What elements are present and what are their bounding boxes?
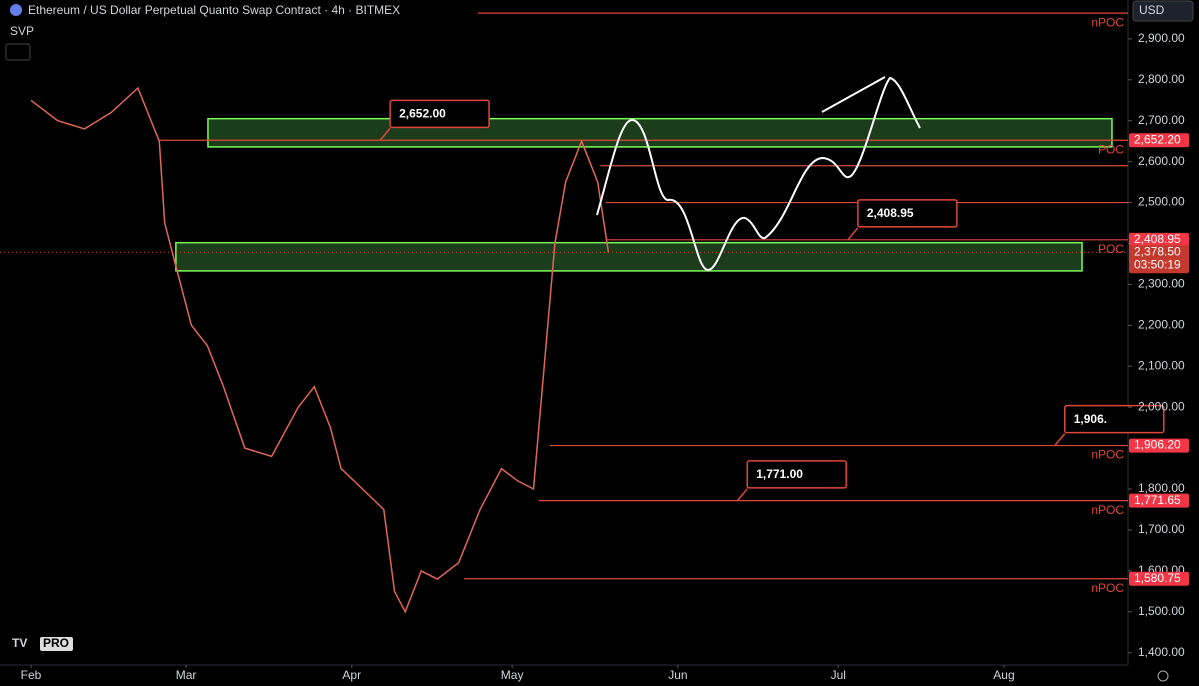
callout-label: 2,408.95 [867,206,914,220]
y-tick-label: 2,600.00 [1138,154,1185,168]
price-tag [1129,245,1189,274]
symbol-title: Ethereum / US Dollar Perpetual Quanto Sw… [28,3,400,17]
price-tag-label: 2,408.95 [1134,232,1181,246]
price-tag [1129,133,1189,148]
callout-pointer [736,488,748,502]
y-tick-label: 2,300.00 [1138,277,1185,291]
price-tag-label: 1,906.20 [1134,438,1181,452]
callout-pointer [847,227,859,241]
price-tag-label: 1,771.65 [1134,493,1181,507]
y-tick-label: 2,000.00 [1138,399,1185,413]
zone [175,241,1083,272]
x-tick-label: Feb [21,668,42,682]
price-tag [1129,571,1189,586]
level-tag: POC [1098,142,1124,156]
y-tick-label: 1,800.00 [1138,481,1185,495]
y-tick-label: 2,700.00 [1138,113,1185,127]
price-tag-label: 2,378.50 [1134,244,1181,258]
price-axis [1128,0,1199,686]
y-tick-label: 2,100.00 [1138,358,1185,372]
callout-box [389,99,490,129]
level-tag: nPOC [1091,581,1124,595]
logo-badge [40,637,73,651]
callout-pointer [379,127,391,141]
y-tick-label: 1,500.00 [1138,604,1185,618]
x-tick-label: Aug [993,668,1014,682]
callout-label: 1,906. [1074,412,1107,426]
y-tick-label: 2,500.00 [1138,195,1185,209]
y-tick-label: 2,800.00 [1138,72,1185,86]
callout-label: 2,652.00 [399,107,446,121]
level-tag: nPOC [1091,503,1124,517]
countdown: 03:50:19 [1134,257,1181,271]
price-tag-label: 2,652.20 [1134,132,1181,146]
level-tag: POC [1098,242,1124,256]
projection-drawing [596,76,921,272]
indicator-toggle[interactable] [5,43,31,61]
x-tick-label: Jul [831,668,846,682]
zone [207,117,1113,148]
callout-box [746,460,847,489]
level-tag: nPOC [1091,448,1124,462]
indicator-label: SVP [10,24,34,38]
logo-text: PRO [43,636,69,650]
currency-button[interactable] [1132,0,1194,22]
callout-pointer [1054,433,1066,447]
level-tag: nPOC [1091,15,1124,29]
price-line [30,86,610,614]
y-tick-label: 1,400.00 [1138,645,1185,659]
x-tick-label: Apr [342,668,361,682]
price-tag [1129,232,1189,247]
x-tick-label: Jun [668,668,687,682]
callout-box [1064,404,1165,434]
logo: TV [12,636,27,650]
price-tag [1129,493,1189,508]
y-tick-label: 2,900.00 [1138,31,1185,45]
price-tag [1129,438,1189,453]
y-tick-label: 2,200.00 [1138,318,1185,332]
x-tick-label: Mar [176,668,197,682]
symbol-icon [10,4,22,16]
plot: nPOC POC POC nPOC nPOC nPOC 2,652.00 2,408.95 1,… [0,12,1165,614]
price-tag-label: 1,580.75 [1134,571,1181,585]
y-tick-label: 1,700.00 [1138,522,1185,536]
settings-icon[interactable] [1157,670,1169,682]
currency-label: USD [1139,3,1165,17]
callout-box [857,199,958,228]
x-tick-label: May [501,668,524,682]
callout-label: 1,771.00 [756,467,803,481]
